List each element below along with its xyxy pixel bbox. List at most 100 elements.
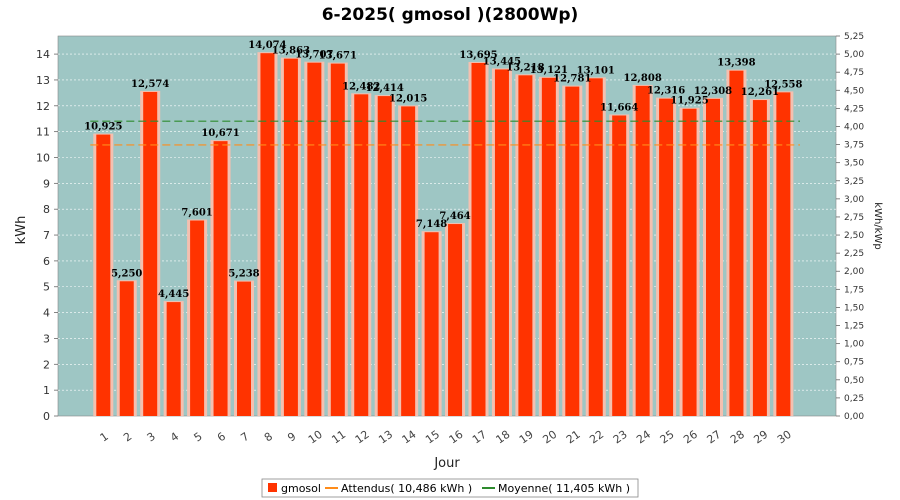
bar [752, 100, 767, 416]
x-tick-label: 27 [705, 428, 724, 447]
x-tick-label: 17 [470, 428, 489, 447]
x-tick-label: 10 [306, 428, 325, 447]
data-label: 12,015 [389, 93, 427, 104]
x-axis: 1 2 3 4 5 6 7 8 9 10 11 12 13 14 15 16 17 18 19 20 21 22 23 24 2… [98, 428, 794, 447]
x-tick-label: 23 [611, 428, 630, 447]
chart-title: 6-2025( gmosol )(2800Wp) [322, 5, 579, 25]
y-tick-label: 9 [43, 177, 50, 190]
x-tick-label: 1 [98, 430, 111, 445]
y-tick-label: 0 [43, 410, 50, 423]
y-tick-label: 1 [43, 384, 50, 397]
y2-tick-label: 1,25 [844, 322, 864, 332]
x-tick-label: 19 [517, 428, 536, 447]
data-label: 4,445 [158, 289, 189, 300]
bar [283, 58, 298, 417]
data-label: 11,664 [600, 102, 638, 113]
x-tick-label: 7 [238, 430, 251, 445]
x-tick-label: 28 [728, 428, 747, 447]
data-label: 13,695 [459, 50, 497, 61]
bar [729, 70, 744, 417]
bar [330, 63, 345, 416]
y-tick-label: 14 [36, 48, 50, 61]
data-label: 13,863 [272, 46, 310, 57]
bar [588, 78, 603, 417]
x-tick-label: 8 [262, 430, 275, 445]
x-tick-label: 30 [775, 428, 794, 447]
x-tick-label: 29 [751, 428, 770, 447]
x-tick-label: 24 [634, 428, 653, 447]
bar [401, 106, 416, 416]
x-tick-label: 16 [447, 428, 466, 447]
bar [565, 86, 580, 416]
legend: gmosol Attendus( 10,486 kWh ) Moyenne( 11,… [261, 478, 639, 498]
y-tick-label: 8 [43, 203, 50, 216]
y2-axis: 0,00 0,25 0,50 0,75 1,00 1,25 1,50 1,75 2,00 2,25… [836, 32, 864, 422]
bars [93, 52, 794, 417]
legend-label: Attendus( 10,486 kWh ) [341, 482, 472, 495]
bar [659, 98, 674, 417]
bar [682, 108, 697, 417]
legend-label: gmosol [281, 482, 321, 495]
y2-tick-label: 0,75 [844, 358, 864, 368]
y2-tick-label: 3,75 [844, 141, 864, 151]
y-tick-label: 4 [43, 307, 50, 320]
y-tick-label: 2 [43, 358, 50, 371]
x-tick-label: 11 [329, 428, 348, 447]
y2-tick-label: 4,00 [844, 122, 864, 132]
data-label: 13,671 [319, 51, 357, 62]
legend-swatch [268, 483, 277, 492]
bar [706, 98, 720, 416]
bar [377, 96, 392, 417]
y2-tick-label: 2,50 [844, 231, 864, 241]
y2-tick-label: 2,25 [844, 249, 864, 259]
x-tick-label: 4 [168, 430, 181, 445]
data-label: 14,074 [248, 40, 286, 51]
y2-axis-label: kWh/kWp [872, 202, 883, 249]
bar [143, 91, 158, 416]
data-label: 12,316 [647, 86, 685, 97]
x-tick-label: 21 [564, 428, 583, 447]
data-label: 10,925 [84, 122, 122, 133]
x-tick-label: 3 [145, 430, 158, 445]
y2-tick-label: 3,00 [844, 195, 864, 205]
y2-tick-label: 1,75 [844, 285, 864, 295]
y2-tick-label: 0,00 [844, 412, 864, 422]
data-label: 12,308 [694, 86, 732, 97]
y2-tick-label: 4,50 [844, 86, 864, 96]
data-label: 12,808 [624, 73, 662, 84]
bar [237, 281, 251, 416]
bar [494, 69, 509, 417]
y2-tick-label: 0,50 [844, 376, 864, 386]
data-label: 12,414 [366, 83, 404, 94]
data-label: 12,482 [342, 81, 380, 92]
y-tick-label: 10 [36, 151, 50, 164]
x-tick-label: 6 [215, 430, 228, 445]
bar [190, 220, 205, 416]
bar [213, 141, 228, 417]
x-tick-label: 2 [121, 430, 134, 445]
data-labels: 10,925 5,250 12,574 4,445 7,601 10,671 5,238 14… [84, 40, 802, 300]
data-label: 5,238 [228, 269, 259, 280]
bar [448, 224, 463, 416]
x-tick-label: 5 [191, 430, 204, 445]
bar [166, 302, 181, 416]
reference-lines [90, 120, 800, 146]
x-tick-label: 13 [376, 428, 395, 447]
x-tick-label: 15 [423, 428, 442, 447]
bar [635, 85, 650, 416]
x-tick-label: 26 [681, 428, 700, 447]
bar [471, 62, 486, 417]
data-label: 12,574 [131, 79, 169, 90]
bar [307, 62, 322, 417]
y-tick-label: 11 [36, 126, 50, 139]
y2-tick-label: 0,25 [844, 394, 864, 404]
data-label: 10,671 [201, 128, 239, 139]
data-label: 7,601 [181, 208, 212, 219]
y-tick-label: 7 [43, 229, 50, 242]
bar [260, 53, 275, 416]
bar [96, 134, 111, 417]
x-tick-label: 25 [658, 428, 677, 447]
bar [612, 115, 627, 417]
